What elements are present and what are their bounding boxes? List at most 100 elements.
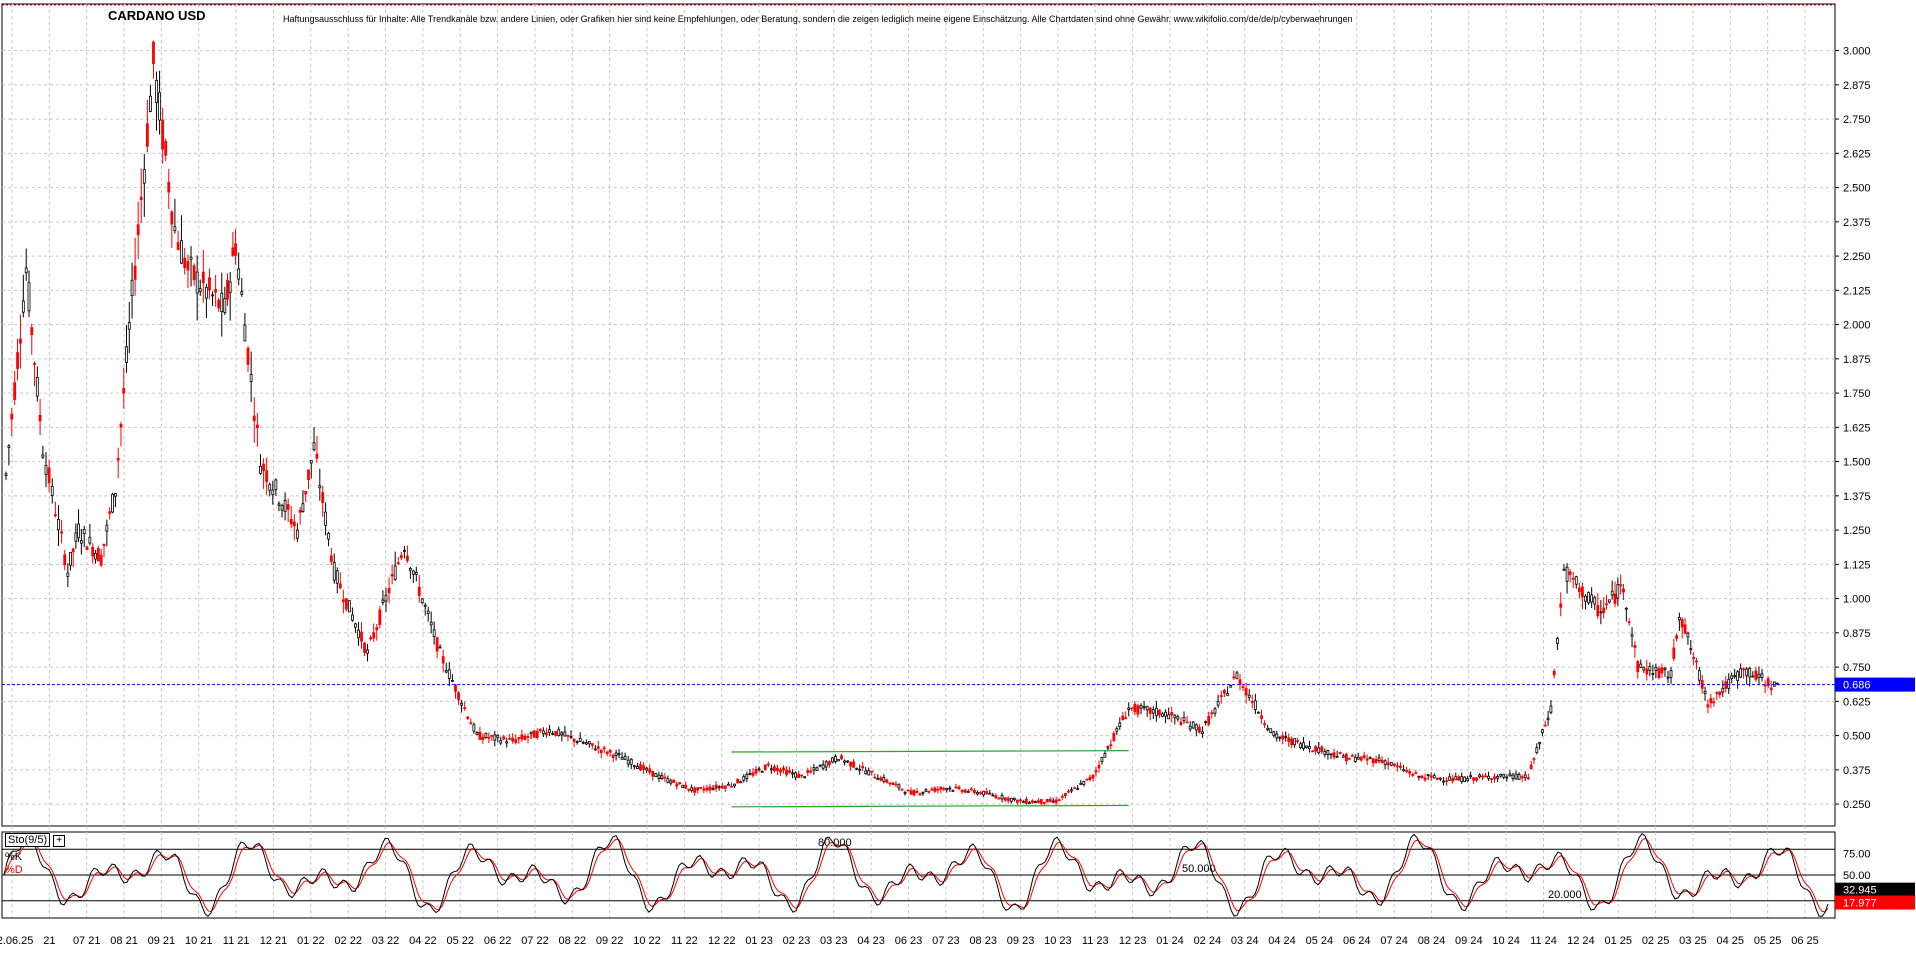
candle-body (687, 788, 691, 791)
candle-body (1158, 709, 1161, 716)
candle-body (791, 772, 794, 775)
candle-body (307, 469, 310, 480)
candle-body (954, 786, 958, 789)
candle-body (1672, 647, 1676, 659)
candle-body (1091, 774, 1095, 779)
x-tick-label: 06 22 (484, 935, 512, 947)
candle-body (1496, 776, 1499, 779)
candle-body (1675, 635, 1678, 639)
candle-body (286, 504, 290, 510)
candle-body (812, 767, 816, 771)
candle-body (888, 782, 892, 785)
candle-body (226, 279, 229, 300)
candle-body (727, 783, 730, 786)
candle-body (1263, 723, 1266, 726)
candle-body (1523, 774, 1527, 779)
stoch-k-line (3, 833, 1829, 917)
candle-body (794, 772, 797, 778)
candle-body (1045, 798, 1049, 803)
candle-body (1426, 774, 1430, 776)
candle-body (1094, 770, 1098, 773)
candle-body (265, 470, 269, 482)
candle-body (1584, 595, 1587, 602)
candle-body (1235, 672, 1239, 680)
candle-body (611, 754, 615, 758)
candle-body (1266, 727, 1270, 731)
candle-body (332, 562, 336, 581)
candle-body (1106, 746, 1110, 749)
price-tick-label: 0.875 (1843, 628, 1871, 640)
candle-body (195, 271, 199, 294)
candle-body (85, 546, 89, 550)
candle-body (897, 784, 901, 789)
candle-body (490, 735, 494, 737)
candle-body (1402, 769, 1405, 772)
candle-body (708, 786, 712, 791)
candle-body (651, 771, 655, 777)
candle-body (1377, 757, 1381, 761)
candle-body (843, 760, 846, 763)
candle-body (1666, 676, 1670, 679)
candle-body (315, 453, 319, 459)
candle-body (867, 770, 871, 776)
candle-body (1136, 705, 1140, 715)
candle-body (30, 327, 34, 336)
candle-body (1616, 584, 1620, 599)
candle-body (329, 555, 333, 562)
candle-body (1683, 624, 1687, 634)
candle-body (1610, 590, 1614, 596)
candle-body (1493, 776, 1496, 780)
candle-body (617, 753, 621, 756)
candle-body (1356, 756, 1360, 760)
candle-body (142, 169, 146, 184)
candle-body (821, 764, 825, 769)
expand-icon[interactable]: + (53, 835, 66, 847)
candle-body (894, 783, 898, 786)
candle-body (1000, 794, 1004, 800)
x-tick-label: 01 22 (297, 935, 325, 947)
candle-body (581, 741, 585, 744)
candle-body (496, 734, 500, 738)
candle-body (1520, 776, 1524, 779)
candle-body (435, 637, 439, 652)
oscillator-level-label: 20.000 (1548, 889, 1582, 901)
candle-body (852, 761, 856, 768)
candle-body (1025, 798, 1028, 804)
candle-body (262, 463, 265, 471)
candle-body (1619, 584, 1623, 587)
candle-body (1088, 776, 1092, 781)
candle-body (569, 735, 573, 738)
candle-body (1048, 798, 1052, 802)
candle-body (1191, 721, 1195, 729)
price-tick-label: 2.000 (1843, 320, 1871, 332)
candle-body (1344, 753, 1348, 762)
candle-body (438, 646, 442, 649)
candle-body (463, 707, 467, 710)
price-tick-label: 1.500 (1843, 457, 1871, 469)
candle-body (60, 531, 64, 534)
candle-body (1332, 752, 1336, 758)
price-tick-label: 0.500 (1843, 731, 1871, 743)
candle-body (1392, 763, 1396, 766)
candle-body (1278, 736, 1282, 739)
candle-body (1574, 576, 1578, 585)
candle-body (933, 787, 937, 792)
candle-body (393, 565, 397, 580)
candle-body (1079, 782, 1083, 785)
candle-body (930, 788, 934, 791)
candle-body (1042, 801, 1046, 804)
candle-body (381, 599, 385, 603)
x-tick-label: 12.06.25 (0, 935, 33, 947)
candle-body (1109, 744, 1113, 747)
candle-body (1060, 795, 1064, 798)
candle-body (16, 352, 19, 369)
x-tick-label: 04 25 (1717, 935, 1745, 947)
candle-body (1009, 797, 1013, 802)
candle-body (593, 748, 597, 751)
candle-body (806, 770, 810, 773)
price-tick-label: 0.625 (1843, 696, 1871, 708)
candle-body (10, 413, 14, 420)
candle-body (1556, 637, 1559, 644)
price-tick-label: 1.000 (1843, 594, 1871, 606)
candle-body (684, 784, 688, 789)
